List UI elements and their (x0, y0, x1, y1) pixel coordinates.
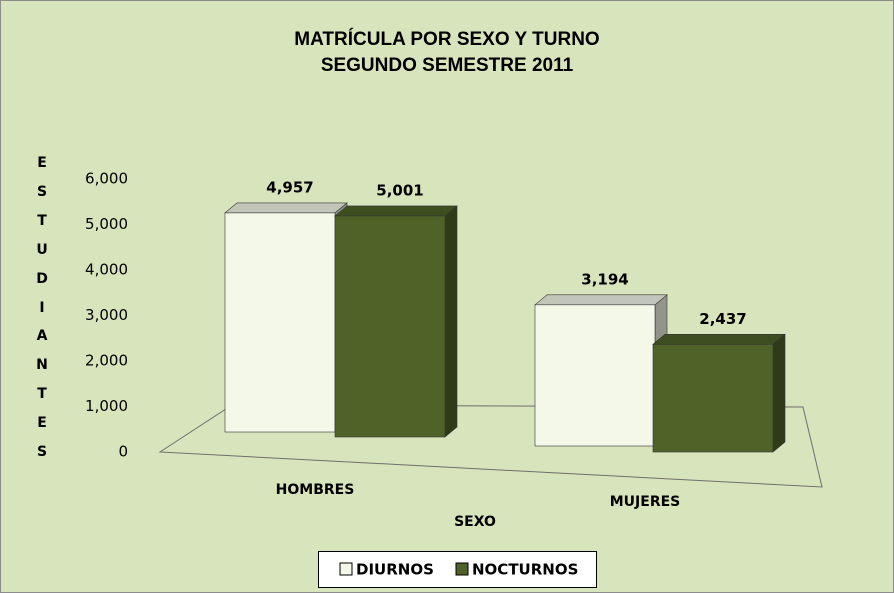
y-tick-label: 6,000 (85, 170, 128, 188)
bar-top (224, 202, 348, 214)
legend-swatch (339, 562, 353, 576)
bar (652, 343, 774, 453)
data-label: 3,194 (581, 270, 628, 288)
bar-top (652, 333, 786, 345)
legend-label: NOCTURNOS (472, 561, 578, 579)
bar (224, 212, 336, 433)
y-tick-label: 2,000 (85, 352, 128, 370)
data-label: 2,437 (699, 310, 746, 328)
legend-swatch (455, 562, 469, 576)
bar (534, 304, 656, 447)
y-tick-label: 4,000 (85, 261, 128, 279)
y-axis-label: ESTUDIANTES (36, 155, 48, 461)
y-tick-label: 1,000 (85, 397, 128, 415)
bar-top (534, 294, 668, 306)
chart-subtitle: SEGUNDO SEMESTRE 2011 (321, 55, 574, 76)
data-label: 5,001 (376, 181, 423, 199)
data-label: 4,957 (266, 178, 313, 196)
bar-side (444, 205, 458, 438)
y-tick-label: 3,000 (85, 306, 128, 324)
bar-top (334, 205, 458, 217)
x-axis-label: SEXO (454, 514, 496, 530)
x-tick-label: HOMBRES (276, 482, 355, 498)
y-tick-label: 0 (118, 443, 128, 461)
bar-side (772, 333, 786, 453)
legend-label: DIURNOS (356, 561, 434, 579)
x-tick-label: MUJERES (610, 494, 681, 510)
y-tick-label: 5,000 (85, 215, 128, 233)
bar (334, 215, 446, 438)
chart-title: MATRÍCULA POR SEXO Y TURNO (294, 28, 599, 50)
